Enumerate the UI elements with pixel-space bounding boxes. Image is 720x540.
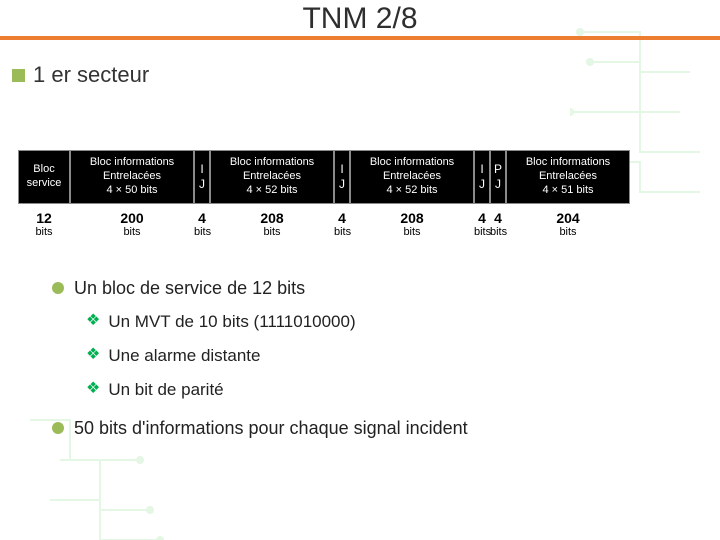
separator-cell: PJ (490, 150, 506, 204)
circle-bullet-icon (52, 282, 64, 294)
bullet-l1-text: Un bloc de service de 12 bits (74, 276, 305, 300)
bit-count-value: 204 (506, 210, 630, 226)
cell-line: Entrelacées (539, 170, 597, 184)
bit-count-unit: bits (18, 226, 70, 238)
separator-cell: IJ (194, 150, 210, 204)
cell-line: Bloc informations (526, 156, 610, 170)
block-cell: Blocservice (18, 150, 70, 204)
section-header: 1 er secteur (12, 62, 149, 88)
frame-structure-diagram: BlocserviceBloc informationsEntrelacées4… (18, 150, 702, 204)
bullet-l2-text: Un MVT de 10 bits (1111010000) (108, 310, 355, 334)
bit-count-unit: bits (210, 226, 334, 238)
slide-body: Un bloc de service de 12 bits ❖ Un MVT d… (52, 276, 672, 450)
bit-count-value: 208 (210, 210, 334, 226)
bit-count-value: 4 (474, 210, 490, 226)
bit-count-unit: bits (350, 226, 474, 238)
title-rule (0, 36, 720, 40)
separator-cell: IJ (334, 150, 350, 204)
bit-count-value: 12 (18, 210, 70, 226)
bit-count-unit: bits (490, 226, 506, 238)
cell-line: J (495, 177, 501, 192)
bullet-l1-text: 50 bits d'informations pour chaque signa… (74, 416, 468, 440)
bit-count-value: 4 (194, 210, 210, 226)
cell-line: service (27, 177, 62, 191)
cell-line: 4 × 50 bits (106, 184, 157, 198)
cell-line: J (339, 177, 345, 192)
bit-count: 208bits (210, 210, 334, 238)
circle-bullet-icon (52, 422, 64, 434)
separator-cell: IJ (474, 150, 490, 204)
diamond-bullet-icon: ❖ (86, 310, 100, 332)
bit-count: 208bits (350, 210, 474, 238)
bit-count-unit: bits (194, 226, 210, 238)
cell-line: P (494, 162, 502, 177)
bullet-l1: 50 bits d'informations pour chaque signa… (52, 416, 672, 440)
cell-line: 4 × 51 bits (542, 184, 593, 198)
bit-count: 4bits (194, 210, 210, 238)
block-cell: Bloc informationsEntrelacées4 × 51 bits (506, 150, 630, 204)
bit-count-unit: bits (474, 226, 490, 238)
cell-line: Entrelacées (243, 170, 301, 184)
cell-line: Bloc informations (230, 156, 314, 170)
bullet-l2: ❖ Un bit de parité (86, 378, 672, 402)
bit-count: 4bits (490, 210, 506, 238)
block-cell: Bloc informationsEntrelacées4 × 52 bits (350, 150, 474, 204)
cell-line: I (480, 162, 483, 177)
cell-line: I (340, 162, 343, 177)
bit-counts-row: 12bits200bits4bits208bits4bits208bits4bi… (18, 210, 702, 238)
bullet-l1: Un bloc de service de 12 bits (52, 276, 672, 300)
block-cell: Bloc informationsEntrelacées4 × 50 bits (70, 150, 194, 204)
bit-count-value: 4 (334, 210, 350, 226)
cell-line: 4 × 52 bits (386, 184, 437, 198)
bit-count-unit: bits (506, 226, 630, 238)
square-bullet-icon (12, 69, 25, 82)
bullet-l2: ❖ Une alarme distante (86, 344, 672, 368)
cell-line: 4 × 52 bits (246, 184, 297, 198)
cell-line: Bloc (33, 163, 54, 177)
bit-count-unit: bits (334, 226, 350, 238)
cell-line: J (479, 177, 485, 192)
cell-line: Bloc informations (370, 156, 454, 170)
cell-line: Entrelacées (103, 170, 161, 184)
slide-title: TNM 2/8 (0, 2, 720, 36)
bit-count: 200bits (70, 210, 194, 238)
section-title: 1 er secteur (33, 62, 149, 88)
bit-count: 4bits (334, 210, 350, 238)
diamond-bullet-icon: ❖ (86, 378, 100, 400)
cell-line: Bloc informations (90, 156, 174, 170)
bit-count-unit: bits (70, 226, 194, 238)
slide: TNM 2/8 1 er secteur BlocserviceBloc inf… (0, 0, 720, 540)
bullet-l2-text: Un bit de parité (108, 378, 223, 402)
bit-count: 4bits (474, 210, 490, 238)
bit-count-value: 200 (70, 210, 194, 226)
bullet-l2-text: Une alarme distante (108, 344, 260, 368)
diamond-bullet-icon: ❖ (86, 344, 100, 366)
bit-count: 204bits (506, 210, 630, 238)
cell-line: J (199, 177, 205, 192)
bit-count: 12bits (18, 210, 70, 238)
bit-count-value: 4 (490, 210, 506, 226)
cell-line: Entrelacées (383, 170, 441, 184)
cell-line: I (200, 162, 203, 177)
bullet-l2: ❖ Un MVT de 10 bits (1111010000) (86, 310, 672, 334)
block-cell: Bloc informationsEntrelacées4 × 52 bits (210, 150, 334, 204)
bit-count-value: 208 (350, 210, 474, 226)
